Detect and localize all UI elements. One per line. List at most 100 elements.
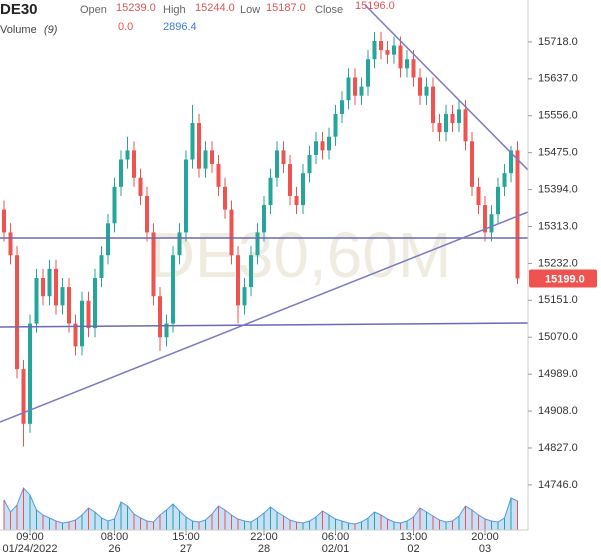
y-tick-label: 15394.0 — [538, 183, 578, 195]
candle-body — [190, 123, 195, 160]
candle-body — [197, 123, 201, 169]
candle-body — [320, 141, 325, 151]
low-label: Low — [240, 4, 260, 16]
volume-bar — [159, 515, 161, 530]
x-tick-label: 22:00 — [250, 531, 278, 543]
volume-bar — [348, 523, 349, 530]
candle-body — [327, 136, 331, 151]
volume-bar — [179, 511, 180, 530]
candle-body — [457, 109, 461, 124]
volume-bar — [387, 519, 388, 530]
open-label: Open — [80, 4, 107, 16]
volume-bar — [289, 520, 291, 530]
last-price-label: 15199.0 — [545, 273, 585, 285]
volume-bar — [335, 519, 336, 530]
volume-bar — [107, 521, 109, 530]
volume-bar — [497, 522, 499, 530]
volume-bar — [367, 518, 369, 530]
volume-bar — [419, 508, 421, 530]
candle-body — [418, 77, 422, 96]
candle-body — [281, 150, 286, 165]
trend-line — [0, 211, 529, 423]
y-tick-label: 15070.0 — [538, 331, 578, 343]
symbol: DE30 — [0, 1, 38, 18]
candle-body — [450, 113, 455, 124]
volume-bar — [94, 512, 96, 530]
volume-bar — [328, 515, 330, 530]
volume-bar — [302, 523, 304, 530]
volume-bar — [465, 506, 466, 530]
y-tick-label: 15637.0 — [538, 73, 578, 85]
volume-bar — [322, 511, 323, 530]
volume-bar — [29, 495, 31, 530]
volume-bar — [75, 520, 76, 530]
candle-body — [54, 268, 58, 306]
candle-body — [398, 45, 403, 69]
candle-body — [47, 268, 52, 297]
candle-body — [28, 323, 32, 424]
volume-bar — [237, 519, 239, 530]
candle-body — [379, 41, 383, 51]
volume-bar — [517, 501, 518, 530]
volume-bar — [510, 498, 512, 530]
candle-body — [255, 232, 260, 256]
candle-body — [307, 154, 312, 174]
trend-line — [0, 322, 529, 328]
volume-bar — [471, 510, 473, 530]
candle-body — [112, 186, 117, 224]
volume-b: 2896.4 — [163, 21, 197, 33]
candle-body — [509, 150, 513, 174]
volume-bar — [10, 512, 11, 530]
candle-body — [125, 150, 130, 160]
candle-body — [8, 232, 13, 256]
volume-bar — [120, 502, 122, 530]
volume-bar — [23, 488, 24, 530]
candle-body — [164, 323, 169, 338]
candle-body — [366, 59, 370, 87]
volume-bar — [42, 515, 44, 530]
volume-bar — [452, 521, 453, 530]
candle-body — [437, 123, 442, 133]
candle-body — [385, 50, 390, 55]
volume-area — [3, 487, 518, 531]
volume-bar — [504, 518, 505, 530]
candle-body — [515, 150, 520, 279]
candle-body — [119, 159, 123, 187]
volume-bar — [88, 508, 89, 530]
y-tick-label: 14746.0 — [538, 479, 578, 491]
volume-bar — [224, 510, 226, 530]
candle-body — [236, 255, 240, 306]
x-tick-label: 20:00 — [471, 531, 499, 543]
y-tick-label: 14827.0 — [538, 442, 578, 454]
candle-body — [463, 109, 468, 142]
candle-body — [86, 300, 91, 329]
volume-bar — [68, 522, 70, 530]
volume-a: 0.0 — [118, 21, 133, 33]
volume-bar — [413, 517, 414, 530]
volume-bar — [257, 518, 258, 530]
volume-bar — [244, 521, 245, 530]
high-value: 15244.0 — [195, 2, 235, 14]
volume-bar — [478, 515, 479, 530]
open-value: 15239.0 — [116, 2, 156, 14]
candle-body — [340, 100, 344, 114]
volume-bar — [283, 516, 284, 530]
candle-body — [67, 287, 71, 324]
volume-bar — [315, 517, 317, 530]
volume-bar — [133, 514, 135, 530]
candle-body — [489, 214, 494, 233]
volume-bar — [211, 514, 213, 530]
volume-bar — [218, 506, 219, 530]
candle-body — [405, 59, 409, 69]
volume-bar — [185, 517, 187, 530]
high-label: High — [163, 4, 186, 16]
x-date-label: 26 — [108, 543, 120, 555]
candle-body — [210, 150, 214, 165]
volume-bar — [166, 510, 167, 530]
volume-bar — [3, 500, 5, 530]
candle-body — [372, 41, 377, 60]
candle-body — [80, 300, 84, 347]
candle-body — [184, 159, 188, 233]
candle-body — [353, 77, 357, 96]
y-tick-label: 15718.0 — [538, 36, 578, 48]
